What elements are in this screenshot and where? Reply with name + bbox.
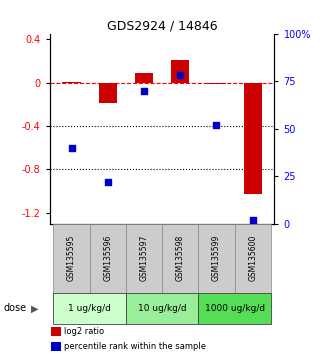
- Text: 1 ug/kg/d: 1 ug/kg/d: [68, 304, 111, 313]
- Point: [250, 217, 255, 223]
- Bar: [162, 224, 198, 293]
- Text: GSM135597: GSM135597: [140, 235, 149, 281]
- Bar: [126, 224, 162, 293]
- Text: 10 ug/kg/d: 10 ug/kg/d: [138, 304, 187, 313]
- Text: GSM135598: GSM135598: [176, 235, 185, 281]
- Bar: [198, 224, 235, 293]
- Text: log2 ratio: log2 ratio: [64, 327, 104, 336]
- Text: GSM135595: GSM135595: [67, 235, 76, 281]
- Text: percentile rank within the sample: percentile rank within the sample: [64, 342, 206, 351]
- Text: dose: dose: [3, 303, 26, 313]
- Title: GDS2924 / 14846: GDS2924 / 14846: [107, 19, 217, 33]
- Bar: [244, 82, 262, 194]
- Bar: [135, 73, 153, 82]
- Point: [69, 145, 74, 150]
- Point: [142, 88, 147, 93]
- Point: [214, 122, 219, 128]
- Bar: [53, 224, 90, 293]
- Bar: [207, 82, 226, 84]
- Bar: [99, 82, 117, 103]
- Text: GSM135600: GSM135600: [248, 235, 257, 281]
- Bar: [90, 224, 126, 293]
- Point: [105, 179, 110, 185]
- Bar: [198, 293, 271, 324]
- Bar: [126, 293, 198, 324]
- Bar: [53, 293, 126, 324]
- Text: GSM135596: GSM135596: [103, 235, 112, 281]
- Bar: [171, 60, 189, 82]
- Text: ▶: ▶: [30, 303, 38, 313]
- Point: [178, 73, 183, 78]
- Bar: [235, 224, 271, 293]
- Text: GSM135599: GSM135599: [212, 235, 221, 281]
- Text: 1000 ug/kg/d: 1000 ug/kg/d: [204, 304, 265, 313]
